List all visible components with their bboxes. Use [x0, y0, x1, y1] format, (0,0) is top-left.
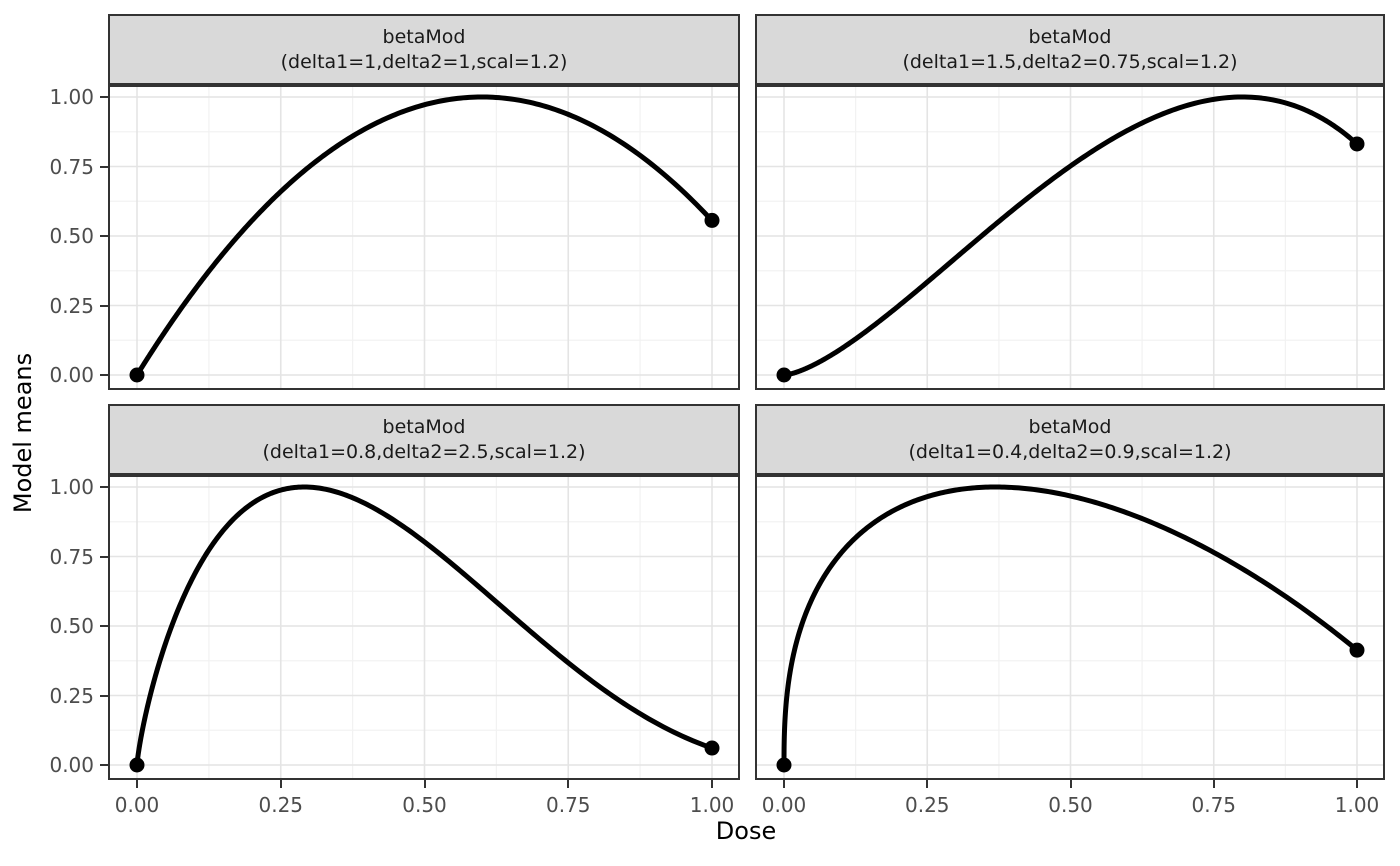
- y-tick-label: 1.00: [49, 475, 94, 499]
- y-tick-label: 0.25: [49, 683, 94, 708]
- x-tick-mark: [1356, 780, 1358, 788]
- facet-3-params-label: (delta1=0.8,delta2=2.5,scal=1.2): [262, 440, 586, 463]
- x-tick-label: 0.75: [1191, 793, 1237, 817]
- x-tick-mark: [567, 780, 570, 788]
- facet-panel-3: [108, 475, 740, 780]
- facet-strip-4: betaMod (delta1=0.4,delta2=0.9,scal=1.2): [755, 404, 1385, 475]
- facet-1-model-label: betaMod: [382, 25, 466, 48]
- x-tick-mark: [423, 780, 426, 788]
- facet-panel-1: [108, 85, 740, 390]
- y-tick-mark: [100, 374, 108, 376]
- y-tick-label: 0.50: [49, 224, 94, 248]
- x-tick-mark: [136, 780, 138, 788]
- x-tick-label: 0.25: [258, 793, 304, 817]
- y-tick-label: 0.75: [49, 544, 94, 569]
- y-tick-mark: [100, 304, 108, 307]
- facet-strip-3: betaMod (delta1=0.8,delta2=2.5,scal=1.2): [108, 404, 740, 475]
- facet-4-model-label: betaMod: [1028, 415, 1112, 438]
- x-tick-mark: [783, 780, 785, 788]
- y-tick-mark: [100, 555, 108, 558]
- x-tick-mark: [926, 780, 929, 788]
- x-tick-label: 0.50: [1048, 793, 1093, 817]
- y-tick-label: 0.50: [49, 614, 94, 638]
- x-tick-label: 0.25: [904, 793, 950, 817]
- facet-panel-2: [755, 85, 1385, 390]
- facet-2-params-label: (delta1=1.5,delta2=0.75,scal=1.2): [902, 50, 1238, 73]
- y-tick-label: 0.25: [49, 293, 94, 318]
- y-tick-label: 0.00: [49, 753, 94, 777]
- y-tick-mark: [100, 235, 108, 237]
- x-tick-mark: [711, 780, 713, 788]
- y-tick-label: 0.00: [49, 363, 94, 387]
- facet-1-params-label: (delta1=1,delta2=1,scal=1.2): [280, 50, 568, 73]
- x-axis-title: Dose: [715, 817, 777, 845]
- y-tick-mark: [100, 486, 108, 488]
- x-tick-label: 0.75: [545, 793, 591, 817]
- x-tick-mark: [1212, 780, 1215, 788]
- facet-3-model-label: betaMod: [382, 415, 466, 438]
- x-tick-label: 1.00: [1334, 793, 1380, 817]
- facet-panel-4: [755, 475, 1385, 780]
- x-tick-label: 0.50: [402, 793, 447, 817]
- y-tick-mark: [100, 96, 108, 98]
- x-tick-mark: [1069, 780, 1072, 788]
- facet-strip-2: betaMod (delta1=1.5,delta2=0.75,scal=1.2…: [755, 14, 1385, 85]
- y-tick-mark: [100, 764, 108, 766]
- facet-strip-1: betaMod (delta1=1,delta2=1,scal=1.2): [108, 14, 740, 85]
- facet-4-params-label: (delta1=0.4,delta2=0.9,scal=1.2): [908, 440, 1232, 463]
- x-tick-label: 0.00: [761, 793, 807, 817]
- y-tick-label: 1.00: [49, 85, 94, 109]
- y-tick-mark: [100, 694, 108, 697]
- x-tick-label: 1.00: [689, 793, 735, 817]
- y-tick-label: 0.75: [49, 154, 94, 179]
- y-tick-mark: [100, 625, 108, 627]
- y-tick-mark: [100, 165, 108, 168]
- x-tick-label: 0.00: [114, 793, 160, 817]
- x-tick-mark: [279, 780, 282, 788]
- facet-2-model-label: betaMod: [1028, 25, 1112, 48]
